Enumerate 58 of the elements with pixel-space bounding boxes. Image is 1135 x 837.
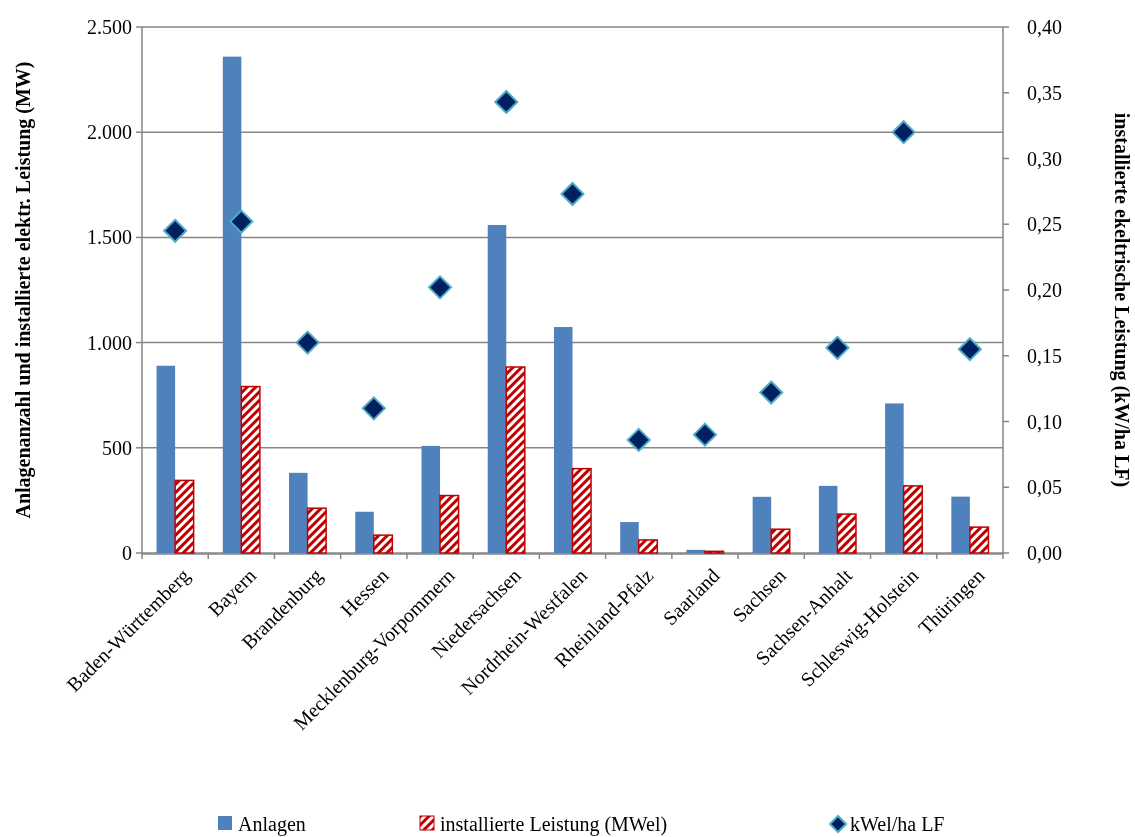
- y2-tick-label: 0,40: [1027, 16, 1062, 38]
- y2-tick-label: 0,15: [1027, 344, 1062, 367]
- point: [361, 396, 386, 421]
- y2-tick-label: 0,30: [1027, 147, 1062, 170]
- bar: [902, 485, 923, 554]
- bar: [951, 496, 970, 553]
- point: [229, 209, 254, 234]
- bar: [505, 366, 526, 554]
- y2-tick-label: 0,20: [1027, 279, 1062, 301]
- point: [759, 380, 784, 405]
- bar: [240, 385, 261, 554]
- point: [494, 89, 519, 114]
- y-axis-title: Anlagenanzahl und installierte elektr. Leistung (MW): [12, 61, 35, 519]
- bar: [174, 479, 195, 554]
- legend-label: kWel/ha LF: [850, 813, 945, 835]
- point: [626, 427, 651, 452]
- point: [825, 335, 850, 360]
- y2-tick-label: 0,35: [1027, 81, 1062, 104]
- bar: [553, 327, 573, 553]
- bar: [818, 485, 838, 553]
- y2-axis-title: installierte ekeltrische Leistung (kW/ha LF): [1110, 112, 1133, 488]
- y-tick-label: 2.000: [87, 121, 132, 144]
- bar: [421, 445, 441, 553]
- point: [163, 218, 188, 243]
- legend-label: Anlagen: [238, 813, 306, 836]
- bar: [969, 526, 990, 554]
- bar: [355, 511, 374, 553]
- bar: [752, 496, 772, 553]
- bar: [686, 549, 705, 553]
- point: [891, 120, 916, 145]
- bar: [222, 56, 242, 553]
- bar: [836, 513, 857, 554]
- point: [692, 422, 717, 447]
- y-tick-label: 1.000: [87, 331, 132, 354]
- y-tick-label: 500: [102, 436, 132, 459]
- y-tick-label: 0: [122, 542, 132, 564]
- point: [428, 275, 453, 300]
- point: [957, 337, 982, 362]
- bar: [487, 224, 507, 553]
- bar: [637, 539, 659, 554]
- bar: [289, 472, 308, 553]
- y2-tick-label: 0,05: [1027, 476, 1062, 499]
- y-tick-label: 1.500: [87, 226, 132, 249]
- point: [295, 330, 320, 355]
- legend-label: installierte Leistung (MWel): [440, 813, 668, 836]
- bar: [156, 365, 176, 553]
- bar: [373, 534, 394, 554]
- bar: [620, 522, 639, 553]
- y2-tick-label: 0,00: [1027, 542, 1062, 564]
- bar: [885, 403, 904, 553]
- point: [560, 182, 585, 207]
- bar: [571, 467, 592, 554]
- bar: [770, 528, 791, 554]
- bar: [439, 494, 460, 554]
- bar: [306, 507, 327, 554]
- y2-tick-label: 0,10: [1027, 410, 1062, 433]
- y2-tick-label: 0,25: [1027, 213, 1062, 236]
- y-tick-label: 2.500: [87, 16, 132, 38]
